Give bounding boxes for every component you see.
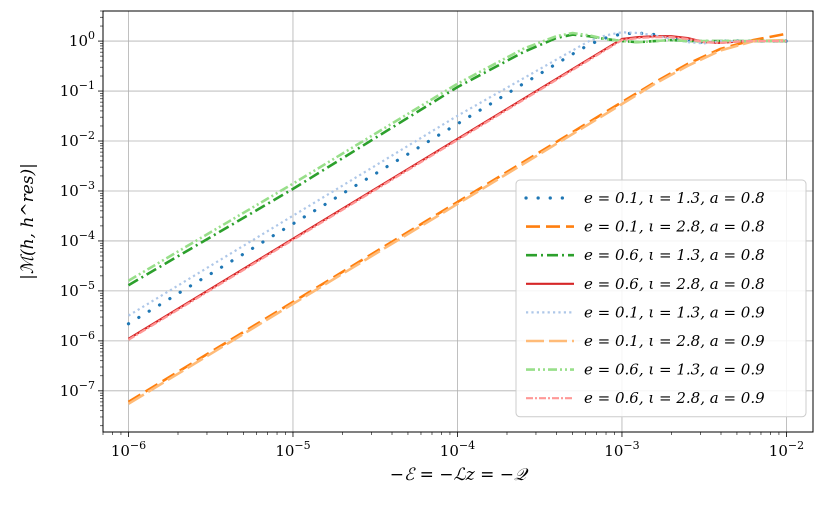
y-tick-label: 10−3: [60, 179, 95, 200]
series-lines: [126, 31, 789, 405]
series-line-5: [127, 31, 787, 317]
y-tick-label: 10−2: [60, 129, 95, 150]
series-line-6: [127, 38, 787, 405]
x-tick-label: 10−5: [275, 439, 310, 460]
legend-label-8: e = 0.6, ι = 2.8, a = 0.9: [584, 389, 765, 407]
y-tick-label: 10−6: [60, 329, 95, 350]
y-tick-label: 100: [69, 29, 95, 50]
legend-label-7: e = 0.6, ι = 1.3, a = 0.9: [584, 361, 765, 379]
legend-label-4: e = 0.6, ι = 2.8, a = 0.8: [584, 275, 765, 293]
legend-box: [515, 179, 807, 418]
legend-label-3: e = 0.6, ι = 1.3, a = 0.8: [584, 246, 765, 264]
x-axis-label: −ℰ = −ℒz = −𝒬: [390, 465, 529, 485]
y-tick-label: 10−5: [60, 279, 95, 300]
x-tick-label: 10−4: [440, 439, 475, 460]
y-tick-label: 10−1: [60, 79, 95, 100]
legend: e = 0.1, ι = 1.3, a = 0.8 e = 0.1, ι = 2.…: [515, 179, 807, 418]
legend-label-1: e = 0.1, ι = 1.3, a = 0.8: [584, 189, 765, 207]
plot-frame: [102, 10, 814, 433]
axis-ticks: 10−6 10−5 10−4 10−3 10−2 10−7 10−6 10−5 10−4 10−3…: [60, 10, 804, 460]
legend-label-2: e = 0.1, ι = 2.8, a = 0.8: [584, 218, 765, 236]
y-tick-label: 10−7: [60, 379, 95, 400]
legend-label-5: e = 0.1, ι = 1.3, a = 0.9: [584, 303, 765, 321]
x-tick-label: 10−3: [604, 439, 639, 460]
x-tick-label: 10−6: [111, 439, 146, 460]
y-tick-label: 10−4: [60, 229, 95, 250]
y-axis-label: |ℳ(h, h^res)|: [18, 163, 38, 280]
x-tick-label: 10−2: [769, 439, 804, 460]
legend-label-6: e = 0.1, ι = 2.8, a = 0.9: [584, 332, 765, 350]
series-line-8: [127, 36, 787, 341]
series-line-2: [127, 32, 787, 404]
series-line-1: [126, 31, 789, 326]
